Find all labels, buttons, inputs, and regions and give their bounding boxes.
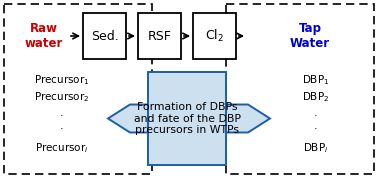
Bar <box>226 4 374 174</box>
Text: .: . <box>314 121 318 131</box>
Polygon shape <box>226 104 270 132</box>
Text: DBP$_{i}$: DBP$_{i}$ <box>303 141 329 155</box>
Text: Precursor$_{i}$: Precursor$_{i}$ <box>35 141 89 155</box>
Bar <box>193 13 236 59</box>
Bar <box>83 13 126 59</box>
Text: .: . <box>314 108 318 118</box>
Bar <box>138 13 181 59</box>
Text: DBP$_{1}$: DBP$_{1}$ <box>302 73 330 87</box>
Text: Tap
Water: Tap Water <box>290 22 330 50</box>
Bar <box>4 4 152 174</box>
Text: .: . <box>60 121 64 131</box>
Polygon shape <box>108 104 148 132</box>
Text: Cl$_2$: Cl$_2$ <box>205 28 224 44</box>
Bar <box>148 72 226 165</box>
Text: Precursor$_{2}$: Precursor$_{2}$ <box>34 90 90 104</box>
Text: .: . <box>60 108 64 118</box>
Text: Precursor$_{1}$: Precursor$_{1}$ <box>34 73 90 87</box>
Text: Formation of DBPs
and fate of the DBP
precursors in WTPs: Formation of DBPs and fate of the DBP pr… <box>133 102 240 135</box>
Text: RSF: RSF <box>147 30 172 43</box>
Text: Sed.: Sed. <box>91 30 118 43</box>
Text: DBP$_{2}$: DBP$_{2}$ <box>302 90 330 104</box>
Text: Raw
water: Raw water <box>25 22 63 50</box>
